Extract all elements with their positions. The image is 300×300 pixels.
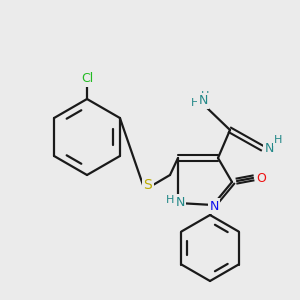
Text: N: N	[209, 200, 219, 212]
Text: N: N	[264, 142, 274, 154]
Text: H: H	[201, 91, 209, 101]
Text: H: H	[166, 195, 174, 205]
Text: H: H	[191, 98, 199, 108]
Text: S: S	[144, 178, 152, 192]
Text: O: O	[256, 172, 266, 184]
Text: H: H	[274, 135, 282, 145]
Text: N: N	[175, 196, 185, 208]
Text: Cl: Cl	[81, 73, 93, 85]
Text: N: N	[198, 94, 208, 107]
